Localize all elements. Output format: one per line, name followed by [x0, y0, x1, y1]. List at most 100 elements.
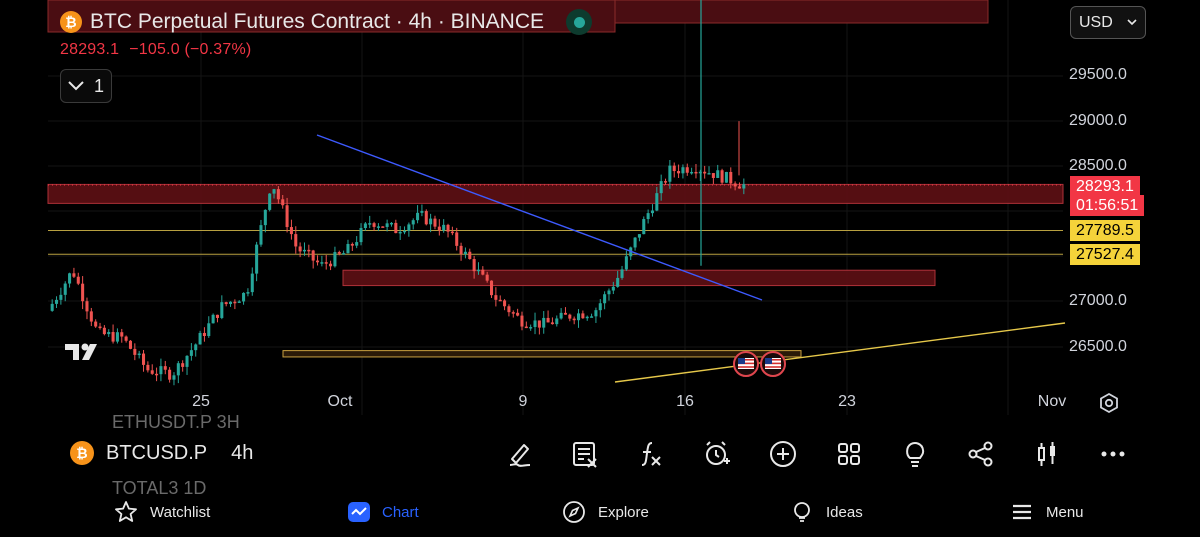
candle-body — [572, 318, 576, 321]
last-price: 28293.1 — [60, 41, 120, 58]
descending-trendline — [316, 134, 763, 301]
bitcoin-icon: ₿ — [60, 11, 82, 33]
candle-body — [346, 243, 350, 254]
time-tick-label: 23 — [838, 393, 856, 410]
candle-body — [355, 242, 359, 246]
candle-body — [268, 193, 272, 210]
nav-watchlist[interactable]: Watchlist — [114, 490, 210, 534]
flag-stripe — [765, 366, 781, 368]
candle-body — [411, 220, 415, 225]
candle-body — [524, 326, 528, 329]
candle-body — [616, 277, 620, 287]
candle-body — [655, 193, 659, 211]
indicators-icon — [641, 442, 661, 466]
candle-body — [81, 283, 85, 302]
more-button[interactable] — [1096, 437, 1130, 471]
share-button[interactable] — [964, 437, 998, 471]
chart-settings-icon[interactable] — [1098, 392, 1120, 414]
candle-body — [694, 171, 698, 174]
alert-button[interactable] — [700, 437, 734, 471]
chart-area[interactable]: ₿ BTC Perpetual Futures Contract · 4h · … — [0, 0, 1200, 420]
compass-icon — [563, 501, 585, 523]
candle-body — [485, 274, 489, 281]
candle-body — [429, 218, 433, 225]
chart-type-button[interactable] — [1030, 437, 1064, 471]
candle-body — [159, 366, 163, 375]
currency-value: USD — [1079, 13, 1113, 31]
candle-body — [281, 199, 285, 206]
candle-body — [202, 332, 206, 337]
candle-body — [220, 302, 224, 318]
chart-grid — [48, 0, 1063, 415]
price-tick-label: 29000.0 — [1069, 112, 1127, 129]
candle-body — [246, 292, 250, 294]
chart-title[interactable]: BTC Perpetual Futures Contract · 4h · BI… — [90, 10, 544, 33]
candle-body — [398, 231, 402, 234]
candle-body — [307, 249, 311, 252]
candle-body — [450, 231, 454, 234]
candle-body — [250, 273, 254, 293]
candle-body — [207, 323, 211, 337]
candle-body — [302, 249, 306, 252]
candle-body — [716, 170, 720, 178]
candle-body — [733, 183, 737, 187]
nav-explore[interactable]: Explore — [562, 490, 649, 534]
candle-body — [620, 269, 624, 278]
nav-ideas[interactable]: Ideas — [790, 490, 863, 534]
share-icon — [968, 441, 993, 467]
more-icon — [1101, 451, 1125, 457]
nav-chart[interactable]: Chart — [348, 490, 419, 534]
currency-select[interactable]: USD — [1070, 6, 1146, 39]
candle-body — [555, 318, 559, 325]
add-icon — [770, 441, 796, 467]
price-chart[interactable] — [0, 0, 1200, 420]
candle-body — [63, 283, 67, 295]
candle-body — [603, 294, 607, 304]
symbol-switcher[interactable]: ₿ BTCUSD.P 4h — [70, 441, 253, 465]
candle-body — [198, 332, 202, 345]
candle-body — [298, 246, 302, 252]
collapse-indicators-button[interactable]: 1 — [60, 69, 112, 103]
candle-countdown-badge: 01:56:51 — [1070, 195, 1145, 216]
note-button[interactable] — [568, 437, 602, 471]
menu-icon — [1013, 504, 1031, 520]
candle-body — [537, 320, 541, 328]
next-symbol-ghost: TOTAL3 1D — [112, 478, 207, 498]
candle-body — [98, 326, 102, 329]
flag-stripe — [765, 359, 781, 361]
candle-body — [111, 332, 115, 342]
market-status-icon[interactable] — [566, 9, 592, 35]
candle-body — [181, 363, 185, 367]
add-button[interactable] — [766, 437, 800, 471]
indicators-button[interactable] — [634, 437, 668, 471]
candle-body — [711, 173, 715, 178]
candle-body — [581, 313, 585, 319]
candle-body — [259, 225, 263, 245]
candle-body — [529, 327, 533, 329]
candle-body — [516, 312, 520, 316]
price-tick-label: 26500.0 — [1069, 338, 1127, 355]
candle-body — [294, 234, 298, 247]
candle-body — [437, 226, 441, 231]
candle-body — [585, 316, 589, 319]
candle-body — [172, 375, 176, 380]
draw-button[interactable] — [502, 437, 536, 471]
ideas-button[interactable] — [898, 437, 932, 471]
nav-label: Chart — [382, 503, 419, 521]
candle-body — [394, 222, 398, 234]
candle-body — [368, 223, 372, 225]
candle-body — [533, 320, 537, 328]
candle-body — [194, 344, 198, 351]
candle-body — [668, 165, 672, 182]
candle-body — [376, 226, 380, 228]
flag-stripe — [765, 362, 781, 365]
layouts-button[interactable] — [832, 437, 866, 471]
candle-body — [472, 258, 476, 272]
nav-menu[interactable]: Menu — [1010, 490, 1084, 534]
candle-body — [59, 294, 63, 300]
indicator-count: 1 — [93, 75, 104, 96]
candle-body — [102, 327, 106, 335]
candle-body — [511, 312, 515, 314]
time-tick-label: 16 — [676, 393, 694, 410]
chart-zones — [47, 0, 1064, 358]
